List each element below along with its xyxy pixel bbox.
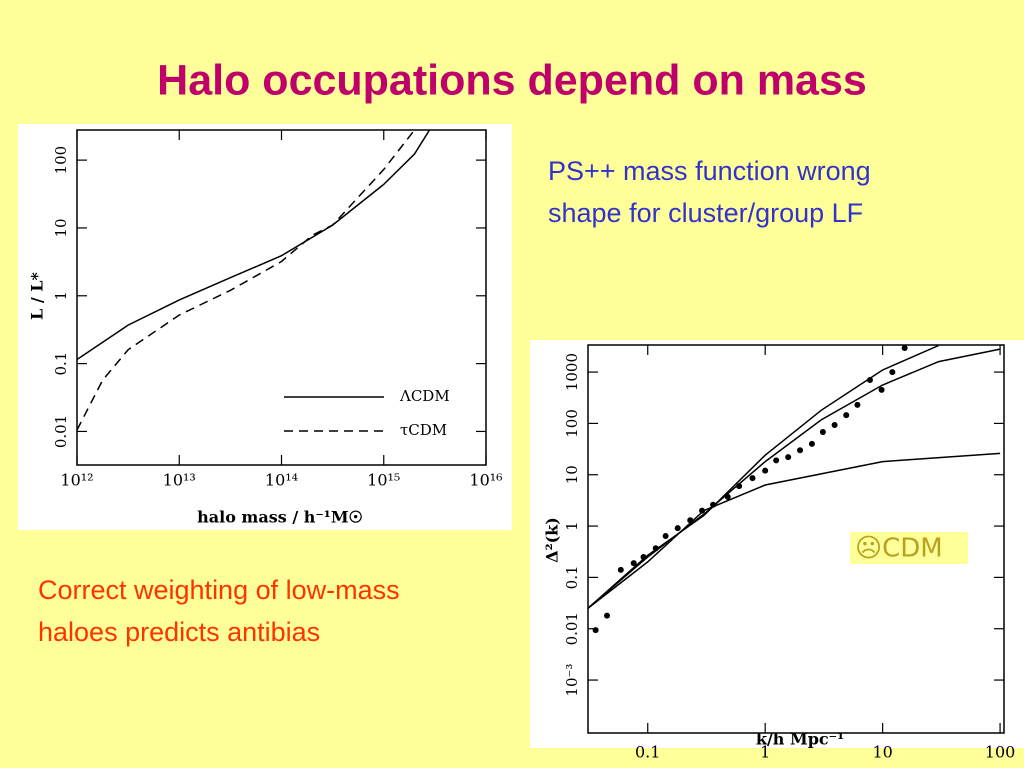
slide-title: Halo occupations depend on mass xyxy=(157,56,867,104)
data-point xyxy=(630,560,637,567)
data-point xyxy=(878,386,885,393)
y-tick-label: 0.01 xyxy=(563,612,581,645)
note-left-line: Correct weighting of low-mass xyxy=(38,575,400,605)
data-line xyxy=(588,345,940,609)
data-point xyxy=(808,440,815,447)
y-tick-label: 1 xyxy=(52,291,70,301)
y-tick-label: 0.1 xyxy=(52,352,70,376)
x-axis-label: k/h Mpc⁻¹ xyxy=(756,730,844,749)
data-point xyxy=(854,401,861,408)
annotation: ☹CDM xyxy=(855,534,943,564)
y-tick-label: 0.01 xyxy=(52,415,70,448)
x-tick-label: 1 xyxy=(760,743,770,762)
data-point xyxy=(687,517,694,524)
data-point xyxy=(749,475,756,482)
x-tick-label: 10¹⁶ xyxy=(469,471,502,490)
y-axis-label: L / L* xyxy=(28,271,47,319)
data-point xyxy=(866,377,873,384)
y-tick-label: 10⁻³ xyxy=(563,664,581,697)
data-point xyxy=(736,483,743,490)
x-tick-label: 10¹² xyxy=(60,471,93,490)
x-tick-label: 10 xyxy=(872,743,892,762)
legend-label: ΛCDM xyxy=(399,387,450,405)
data-point xyxy=(797,447,804,454)
y-tick-label: 100 xyxy=(52,146,70,175)
y-tick-label: 0.1 xyxy=(563,565,581,589)
data-point xyxy=(724,493,731,500)
x-tick-label: 100 xyxy=(985,743,1016,762)
y-tick-label: 1000 xyxy=(563,353,581,391)
legend-label: τCDM xyxy=(400,421,447,439)
x-tick-label: 0.1 xyxy=(635,743,660,762)
data-point xyxy=(617,566,624,573)
data-point xyxy=(710,501,717,508)
data-point xyxy=(889,369,896,376)
x-tick-label: 10¹³ xyxy=(163,471,196,490)
data-point xyxy=(699,507,706,514)
data-point xyxy=(762,467,769,474)
y-tick-label: 1 xyxy=(563,521,581,531)
plot-frame xyxy=(587,344,1005,734)
annotation-box xyxy=(850,532,968,564)
x-tick-label: 10¹⁴ xyxy=(265,471,298,490)
data-point xyxy=(592,627,599,634)
data-point xyxy=(819,429,826,436)
y-tick-label: 100 xyxy=(563,409,581,438)
data-line xyxy=(588,452,1001,609)
data-point xyxy=(773,457,780,464)
note-right-line: shape for cluster/group LF xyxy=(548,198,863,228)
chart-panel xyxy=(18,124,512,530)
x-axis-label: halo mass / h⁻¹M☉ xyxy=(197,508,363,527)
note-right-line: PS++ mass function wrong xyxy=(548,156,871,186)
data-point xyxy=(831,422,838,429)
data-point xyxy=(662,533,669,540)
data-line xyxy=(77,130,416,431)
data-point xyxy=(843,412,850,419)
data-point xyxy=(785,454,792,461)
data-point xyxy=(901,344,908,351)
y-tick-label: 10 xyxy=(52,218,70,237)
data-line xyxy=(77,130,431,361)
data-point xyxy=(652,545,659,552)
data-point xyxy=(674,525,681,532)
x-tick-label: 10¹⁵ xyxy=(367,471,400,490)
y-tick-label: 10 xyxy=(563,465,581,484)
data-point xyxy=(604,612,611,619)
y-axis-label: Δ²(k) xyxy=(543,517,562,563)
data-point xyxy=(640,553,647,560)
note-left-line: haloes predicts antibias xyxy=(38,617,320,647)
